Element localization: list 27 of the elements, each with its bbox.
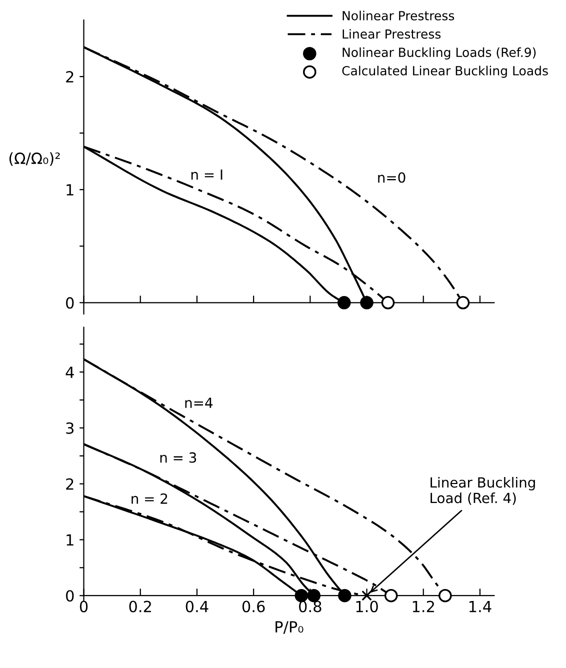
annotation: n=4 — [185, 398, 213, 408]
y-tick-label: 1 — [66, 184, 74, 196]
y-tick-label: 3 — [66, 422, 74, 434]
y-tick-label: 0 — [66, 297, 74, 309]
x-tick-label: 1.0 — [356, 600, 378, 612]
x-axis-title: P/P₀ — [276, 621, 304, 634]
y-tick-label: 2 — [66, 71, 74, 82]
x-tick-label: 1.2 — [412, 600, 434, 612]
x-tick-label: 0.6 — [242, 600, 265, 612]
legend-label: Calculated Linear Buckling Loads — [342, 66, 548, 78]
y-tick-label: 2 — [66, 478, 74, 490]
x-tick-label: 0.2 — [129, 600, 151, 612]
y-tick-label: 0 — [66, 590, 74, 602]
x-tick-label: 0.4 — [186, 600, 208, 612]
annotation: n=0 — [378, 172, 406, 183]
annotation: n = 2 — [132, 493, 168, 504]
annotation: n = 3 — [160, 452, 196, 463]
legend-label: Nolinear Prestress — [342, 10, 454, 20]
y-axis-title: (Ω/Ω₀)² — [9, 152, 60, 166]
y-tick-label: 4 — [66, 366, 74, 378]
annotation: Linear Buckling Load (Ref. 4) — [430, 476, 535, 505]
legend-label: Linear Prestress — [342, 29, 441, 39]
legend-label: Nolinear Buckling Loads (Ref.9) — [342, 47, 536, 60]
x-tick-label: 0 — [80, 600, 88, 612]
annotation: n = I — [191, 170, 222, 180]
x-tick-label: 1.4 — [470, 600, 492, 612]
y-tick-label: 1 — [66, 534, 74, 546]
